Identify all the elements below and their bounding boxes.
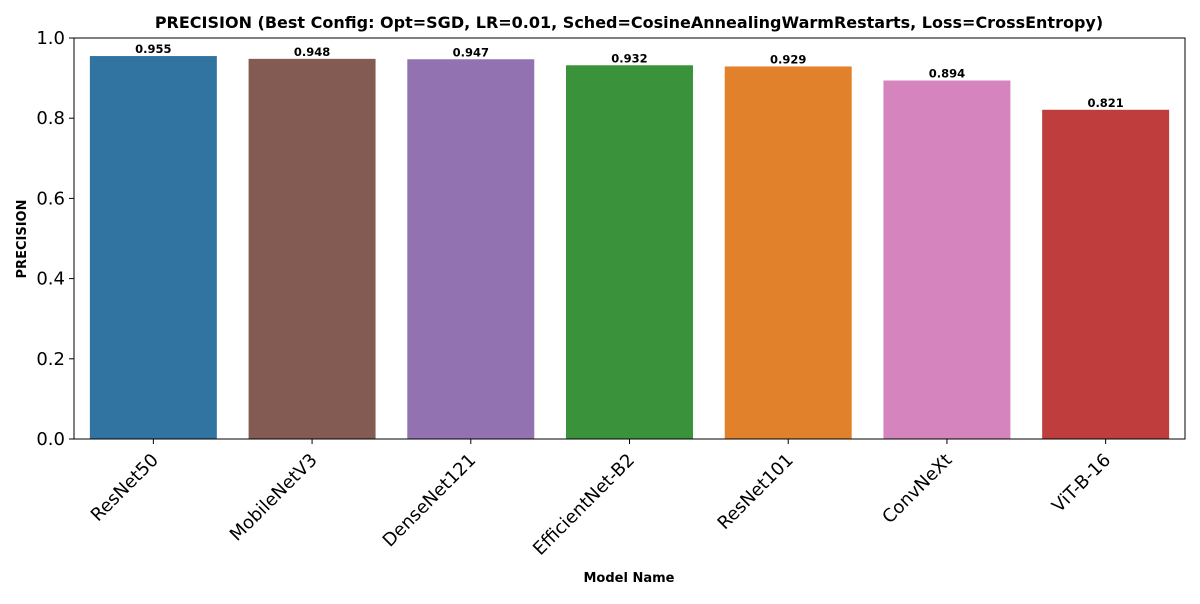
- x-tick-label: ViT-B-16: [1048, 450, 1115, 517]
- bar-value-label: 0.894: [929, 67, 965, 81]
- bar-efficientnet-b2: [566, 65, 693, 440]
- y-tick-label: 0.2: [36, 349, 65, 370]
- bar-resnet101: [724, 66, 852, 439]
- x-tick-label: ResNet50: [87, 450, 163, 526]
- y-tick-label: 0.6: [36, 188, 65, 209]
- bar-densenet121: [407, 59, 535, 439]
- bar-mobilenetv3: [248, 58, 376, 439]
- x-tick-label: EfficientNet-B2: [529, 450, 639, 560]
- y-tick-label: 0.8: [36, 108, 65, 129]
- bar-resnet50: [89, 56, 217, 440]
- x-axis-label: Model Name: [584, 571, 675, 586]
- x-tick-label: DenseNet121: [379, 450, 481, 552]
- bar-value-label: 0.821: [1087, 96, 1123, 110]
- y-tick-label: 0.4: [36, 269, 65, 290]
- x-tick-label: ConvNeXt: [878, 450, 956, 528]
- bar-vit-b-16: [1042, 109, 1170, 439]
- y-axis-label: PRECISION: [15, 200, 30, 279]
- bar-value-label: 0.947: [453, 45, 489, 59]
- y-tick-label: 1.0: [36, 28, 65, 49]
- x-tick-label: ResNet101: [714, 450, 798, 534]
- x-tick-label: MobileNetV3: [226, 450, 322, 546]
- bar-value-label: 0.955: [135, 42, 171, 56]
- bar-value-label: 0.929: [770, 52, 806, 66]
- bar-convnext: [883, 80, 1011, 439]
- bar-value-label: 0.948: [294, 45, 330, 59]
- bar-value-label: 0.932: [611, 51, 647, 65]
- plot-area: 0.955 0.948 0.947 0.932 0.929 0.894 0.821 0.0 0.…: [36, 28, 1186, 560]
- chart-title: PRECISION (Best Config: Opt=SGD, LR=0.01…: [155, 13, 1103, 32]
- y-tick-label: 0.0: [36, 429, 65, 450]
